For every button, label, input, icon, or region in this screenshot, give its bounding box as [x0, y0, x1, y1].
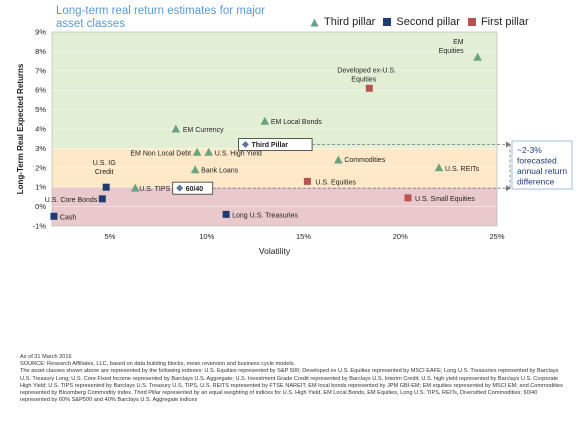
y-tick-label: 3% — [35, 144, 46, 153]
marker-bank-loans — [190, 165, 200, 174]
footnote-indexes: The asset classes shown above are repres… — [20, 368, 563, 404]
chart-title: Long-term real return estimates for majo… — [56, 5, 265, 30]
legend-first-pillar: First pillar — [467, 16, 529, 28]
point-label: EM Currency — [183, 127, 224, 134]
marker-commodities — [334, 155, 343, 164]
y-tick-label: 4% — [35, 125, 46, 134]
diamond-marker — [176, 184, 184, 192]
point-label: U.S. IG — [93, 160, 116, 167]
point-label: Developed ex-U.S. — [337, 67, 396, 74]
square-marker-icon — [383, 18, 392, 26]
marker-developed-ex-u-s-equities — [365, 84, 373, 92]
chart-legend: Third pillar Second pillar First pillar — [310, 15, 537, 29]
y-tick-label: 0% — [35, 202, 46, 211]
y-tick-label: -1% — [33, 222, 47, 231]
annotation-text: ~2-3% — [517, 145, 542, 155]
legend-third-pillar-label: Third pillar — [324, 16, 376, 28]
point-label: Commodities — [344, 157, 385, 164]
marker-em-local-bonds — [260, 116, 270, 125]
footnote-date: As of 31 March 2016 — [20, 354, 72, 360]
footnote-source: SOURCE: Research Affiliates, LLC, based … — [20, 361, 296, 368]
highlight-label: 60/40 — [186, 186, 204, 193]
legend-third-pillar: Third pillar — [310, 16, 375, 28]
point-label: U.S. Equities — [315, 179, 356, 186]
point-label: U.S. REITs — [445, 166, 480, 173]
square-marker-icon — [467, 18, 476, 26]
arrow-head — [506, 185, 511, 192]
annotation-text: annual return — [517, 166, 567, 176]
legend-second-pillar: Second pillar — [383, 16, 460, 28]
marker-em-equities — [473, 52, 482, 61]
marker-u-s-tips — [130, 183, 140, 192]
marker-u-s-ig-credit — [102, 183, 110, 191]
annotation-text: difference — [517, 177, 554, 187]
point-label: Bank Loans — [201, 168, 238, 175]
x-tick-label: 10% — [199, 232, 214, 241]
y-tick-label: 7% — [35, 66, 46, 75]
y-tick-label: 9% — [35, 28, 46, 37]
point-label: EM Local Bonds — [271, 119, 322, 126]
y-tick-label: 2% — [35, 163, 46, 172]
plot-border — [51, 31, 498, 227]
annotation-box — [511, 140, 573, 190]
point-label: Equities — [351, 76, 376, 83]
scatter-chart: -1% 0% 1% 2% 3% 4% 5% 6% 7% 8% 9% 5% 10% 15% 20% 25% Vol… — [16, 28, 573, 256]
legend-second-pillar-label: Second pillar — [396, 16, 460, 28]
marker-u-s-high-yield — [204, 147, 214, 156]
point-label: EM — [453, 39, 464, 46]
x-tick-label: 25% — [489, 232, 504, 241]
x-tick-label: 20% — [393, 232, 408, 241]
y-tick-label: 8% — [35, 47, 46, 56]
y-tick-label: 1% — [35, 183, 46, 192]
point-label: EM Non Local Debt — [130, 150, 191, 157]
highlight-label: Third Pillar — [251, 142, 288, 149]
x-tick-label: 15% — [296, 232, 311, 241]
footnotes: As of 31 March 2016 SOURCE: Research Aff… — [20, 354, 568, 404]
point-label: Long U.S. Treasuries — [232, 212, 298, 219]
x-tick-label: 5% — [105, 232, 116, 241]
arrow-head — [506, 141, 511, 148]
marker-em-non-local-debt — [192, 147, 202, 156]
marker-u-s-small-equities — [404, 194, 412, 202]
marker-u-s-reits — [434, 163, 444, 172]
marker-u-s-core-bonds — [98, 195, 106, 203]
legend-first-pillar-label: First pillar — [480, 16, 529, 28]
x-axis-title: Volatility — [259, 246, 291, 256]
point-label: Credit — [95, 169, 114, 176]
marker-u-s-equities — [303, 177, 311, 185]
diamond-marker — [241, 141, 249, 149]
marker-cash — [50, 212, 58, 220]
y-axis-title: Long-Term Real Expected Returns — [16, 63, 25, 194]
y-tick-label: 6% — [35, 86, 46, 95]
y-tick-label: 5% — [35, 105, 46, 114]
marker-long-u-s-treasuries — [222, 210, 230, 218]
point-label: U.S. Core Bonds — [45, 197, 98, 204]
marker-em-currency — [171, 124, 181, 133]
annotation-text: forecasted — [517, 156, 557, 166]
point-label: Cash — [60, 214, 76, 221]
point-label: U.S. TIPS — [139, 186, 170, 193]
point-label: U.S. Small Equities — [415, 196, 475, 203]
point-label: Equities — [439, 48, 464, 55]
point-label: U.S. High Yield — [215, 150, 262, 157]
triangle-marker-icon — [310, 18, 319, 26]
